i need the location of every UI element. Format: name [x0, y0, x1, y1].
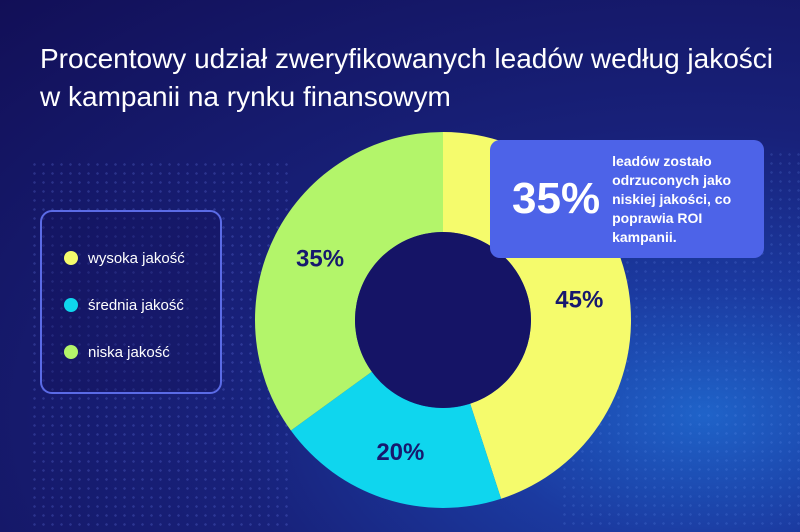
legend-item-srednia: średnia jakość [64, 293, 220, 317]
donut-slice-srednia [290, 371, 502, 508]
donut-hole [355, 232, 531, 408]
legend-item-niska: niska jakość [64, 340, 220, 364]
callout-value: 35% [512, 174, 601, 223]
legend-swatch-niska [64, 345, 78, 359]
donut-label-srednia: 20% [376, 439, 424, 466]
chart-legend: wysoka jakość średnia jakość niska jakoś… [40, 210, 222, 394]
donut-label-niska: 35% [296, 245, 344, 272]
donut-label-wysoka: 45% [555, 286, 603, 313]
legend-label-srednia: średnia jakość [88, 296, 184, 314]
page-title: Procentowy udział zweryfikowanych leadów… [40, 43, 774, 112]
legend-item-wysoka: wysoka jakość [64, 246, 220, 270]
legend-label-wysoka: wysoka jakość [88, 249, 185, 267]
legend-swatch-srednia [64, 298, 78, 312]
callout-text: leadów zostało odrzuconych jako niskiej … [612, 152, 732, 245]
callout-box: 35% leadów zostało odrzuconych jako nisk… [490, 140, 764, 258]
legend-label-niska: niska jakość [88, 343, 170, 361]
legend-swatch-wysoka [64, 251, 78, 265]
donut-slice-niska [255, 132, 443, 431]
